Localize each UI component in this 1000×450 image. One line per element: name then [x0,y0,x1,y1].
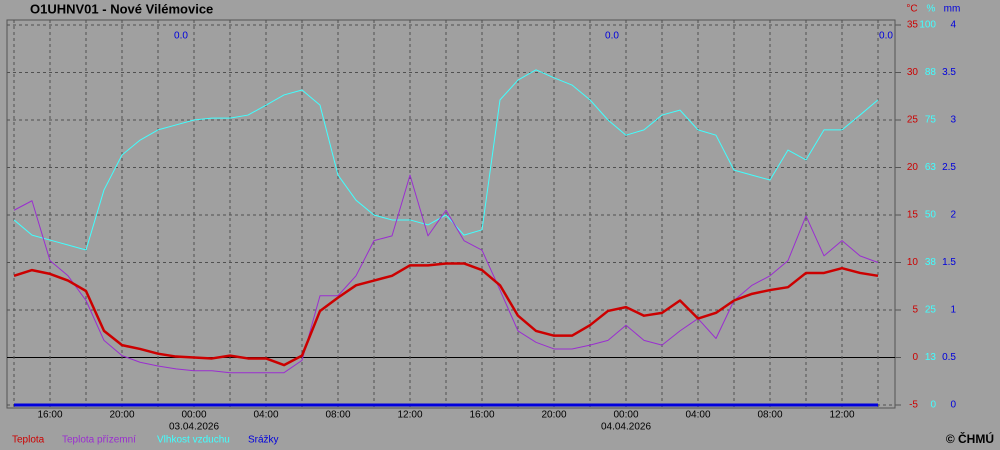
y2-tick-label: 75 [925,115,937,126]
y-tick-label: 35 [907,20,919,31]
series-line [13,69,879,251]
y-tick-label: 25 [907,115,919,126]
y-tick-label: 10 [907,257,919,268]
x-tick-label: 08:00 [325,410,350,421]
legend-entry: Vlhkost vzduchu [157,435,230,446]
x-tick-label: 04:00 [253,410,278,421]
x-tick-label: 04:00 [685,410,710,421]
y3-tick-label: 3 [950,115,956,126]
x-tick-label: 12:00 [397,410,422,421]
legend-entry: Teplota přízemní [62,435,136,446]
y3-tick-label: 2 [950,210,956,221]
y-tick-label: -5 [909,400,918,411]
y2-unit: % [927,4,936,15]
plot-frame [6,19,896,409]
y-tick-label: 5 [912,305,918,316]
y3-unit: mm [944,4,961,15]
credit: © ČHMÚ [946,431,994,446]
y3-tick-label: 4 [950,20,956,31]
y3-tick-label: 1.5 [942,257,956,268]
y2-tick-label: 100 [919,20,936,31]
y3-tick-label: 3.5 [942,67,956,78]
x-tick-label: 16:00 [37,410,62,421]
annotation: 0.0 [879,31,893,42]
y-tick-label: 30 [907,67,919,78]
x-tick-label: 12:00 [829,410,854,421]
x-date-label: 04.04.2026 [601,422,651,433]
y3-tick-label: 0 [950,400,956,411]
y3-tick-label: 1 [950,305,956,316]
y-tick-label: 0 [912,352,918,363]
x-tick-label: 20:00 [541,410,566,421]
legend-entry: Srážky [248,435,279,446]
y-unit: °C [906,4,917,15]
x-tick-label: 16:00 [469,410,494,421]
x-tick-label: 00:00 [613,410,638,421]
y-tick-label: 15 [907,210,919,221]
y2-tick-label: 88 [925,67,937,78]
series-line [13,262,879,367]
y2-tick-label: 50 [925,210,937,221]
x-tick-label: 20:00 [109,410,134,421]
y3-tick-label: 0.5 [942,352,956,363]
chart-title: O1UHNV01 - Nové Vilémovice [30,1,213,16]
annotation: 0.0 [605,31,619,42]
y2-tick-label: 0 [930,400,936,411]
x-tick-label: 08:00 [757,410,782,421]
y3-tick-label: 2.5 [942,162,956,173]
y2-tick-label: 13 [925,352,937,363]
annotation: 0.0 [174,31,188,42]
y2-tick-label: 25 [925,305,937,316]
y2-tick-label: 63 [925,162,937,173]
x-tick-label: 00:00 [181,410,206,421]
x-date-label: 03.04.2026 [169,422,219,433]
y2-tick-label: 38 [925,257,937,268]
legend-entry: Teplota [12,435,45,446]
y-tick-label: 20 [907,162,919,173]
